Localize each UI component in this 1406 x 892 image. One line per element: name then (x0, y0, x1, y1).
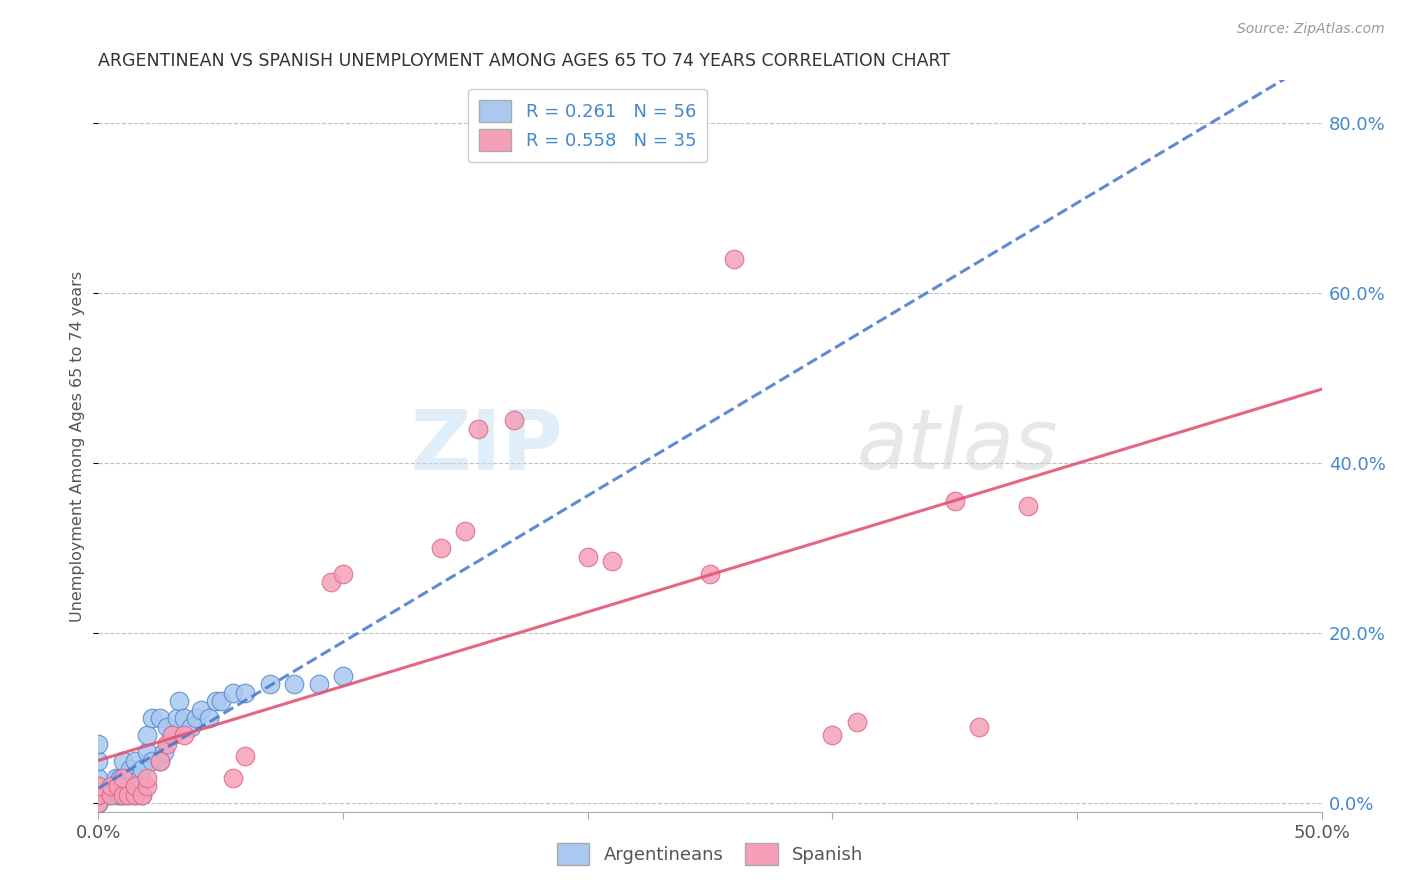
Point (136, 779, 159, 793)
Point (149, 754, 172, 768)
Point (87, 779, 110, 793)
Point (222, 686, 245, 700)
Point (943, 494, 966, 508)
Point (124, 788, 146, 802)
Point (127, 779, 149, 793)
Point (117, 771, 139, 785)
Point (131, 788, 153, 802)
Point (104, 771, 127, 785)
Point (197, 711, 219, 725)
Point (209, 694, 232, 708)
Point (190, 703, 212, 717)
Point (124, 788, 146, 802)
Point (111, 788, 134, 802)
Point (332, 566, 354, 581)
Point (160, 728, 183, 742)
Point (87, 779, 110, 793)
Point (111, 771, 134, 785)
Point (117, 788, 139, 802)
Point (87, 788, 110, 802)
Point (699, 566, 721, 581)
Point (180, 720, 202, 734)
Point (100, 779, 122, 793)
Point (87, 737, 110, 751)
Point (120, 762, 142, 776)
Point (131, 762, 153, 776)
Point (136, 771, 159, 785)
Point (153, 745, 176, 759)
Point (107, 788, 129, 802)
Point (156, 720, 179, 734)
Point (821, 728, 844, 742)
Point (186, 711, 208, 725)
Point (600, 554, 623, 568)
Point (332, 668, 354, 682)
Point (430, 541, 453, 555)
Text: ARGENTINEAN VS SPANISH UNEMPLOYMENT AMONG AGES 65 TO 74 YEARS CORRELATION CHART: ARGENTINEAN VS SPANISH UNEMPLOYMENT AMON… (98, 53, 950, 70)
Point (141, 754, 163, 768)
Point (87, 771, 110, 785)
Point (1017, 499, 1039, 513)
Point (87, 796, 110, 810)
Point (319, 575, 342, 590)
Point (100, 779, 122, 793)
Point (173, 728, 195, 742)
Point (156, 737, 179, 751)
Point (160, 728, 183, 742)
Point (117, 788, 139, 802)
Point (124, 754, 146, 768)
Point (467, 422, 489, 436)
Point (166, 711, 188, 725)
Point (141, 711, 163, 725)
Point (131, 788, 153, 802)
Point (503, 413, 526, 427)
Point (167, 694, 190, 708)
Point (87, 788, 110, 802)
Point (205, 694, 228, 708)
Point (100, 788, 122, 802)
Point (111, 788, 134, 802)
Point (233, 749, 256, 764)
Text: atlas: atlas (856, 406, 1059, 486)
Point (845, 715, 868, 730)
Legend: Argentineans, Spanish: Argentineans, Spanish (550, 836, 870, 872)
Point (967, 720, 990, 734)
Point (104, 779, 127, 793)
Point (576, 549, 599, 564)
Point (723, 252, 745, 266)
Point (308, 677, 330, 691)
Point (107, 779, 129, 793)
Point (136, 728, 159, 742)
Point (110, 771, 132, 785)
Point (222, 771, 245, 785)
Point (87, 796, 110, 810)
Y-axis label: Unemployment Among Ages 65 to 74 years: Unemployment Among Ages 65 to 74 years (70, 270, 86, 622)
Point (110, 788, 132, 802)
Point (87, 754, 110, 768)
Point (111, 771, 134, 785)
Text: ZIP: ZIP (411, 406, 564, 486)
Point (283, 677, 305, 691)
Point (100, 788, 122, 802)
Point (87, 788, 110, 802)
Point (136, 745, 159, 759)
Point (111, 779, 134, 793)
Point (233, 686, 256, 700)
Point (87, 779, 110, 793)
Point (149, 754, 172, 768)
Point (259, 677, 281, 691)
Point (87, 796, 110, 810)
Point (454, 524, 477, 538)
Point (107, 775, 129, 789)
Point (87, 796, 110, 810)
Point (124, 779, 146, 793)
Point (120, 779, 142, 793)
Text: Source: ZipAtlas.com: Source: ZipAtlas.com (1237, 22, 1385, 37)
Point (173, 711, 195, 725)
Point (129, 771, 152, 785)
Point (149, 711, 172, 725)
Point (111, 754, 134, 768)
